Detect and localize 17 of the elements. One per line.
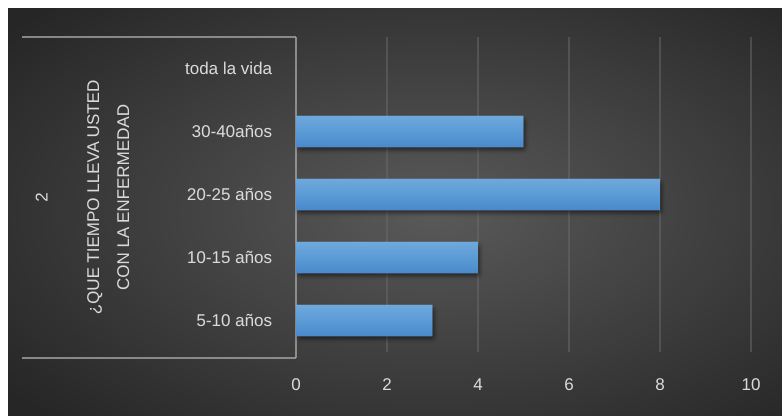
text: 2 [32, 192, 52, 202]
x-tick-label: 2 [382, 375, 392, 394]
bar [296, 242, 478, 274]
x-tick-label: 0 [291, 375, 301, 394]
bar [296, 116, 524, 148]
y-axis-title: ¿QUE TIEMPO LLEVA USTED CON LA ENFERMEDAD [84, 80, 133, 314]
y-tick-label: 10-15 años [186, 248, 272, 267]
y-tick-label: 5-10 años [196, 311, 272, 330]
y-tick-label: toda la vida [185, 59, 273, 78]
y-tick-label: 30-40años [192, 122, 272, 141]
x-tick-label: 4 [473, 375, 483, 394]
y-tick-label: 20-25 años [186, 185, 272, 204]
bar [296, 178, 660, 210]
x-tick-label: 8 [655, 375, 665, 394]
x-tick-label: 10 [742, 375, 760, 394]
bar [296, 304, 432, 336]
x-tick-label: 6 [564, 375, 574, 394]
